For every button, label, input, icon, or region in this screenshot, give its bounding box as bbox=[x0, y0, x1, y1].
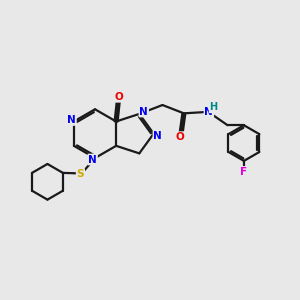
Text: F: F bbox=[240, 167, 247, 177]
Text: N: N bbox=[205, 107, 213, 117]
Text: O: O bbox=[176, 132, 185, 142]
Text: S: S bbox=[77, 169, 84, 179]
Text: N: N bbox=[153, 131, 162, 141]
Text: O: O bbox=[114, 92, 123, 102]
Text: N: N bbox=[88, 154, 97, 164]
Text: N: N bbox=[67, 115, 76, 125]
Text: N: N bbox=[140, 106, 148, 117]
Text: H: H bbox=[209, 102, 218, 112]
